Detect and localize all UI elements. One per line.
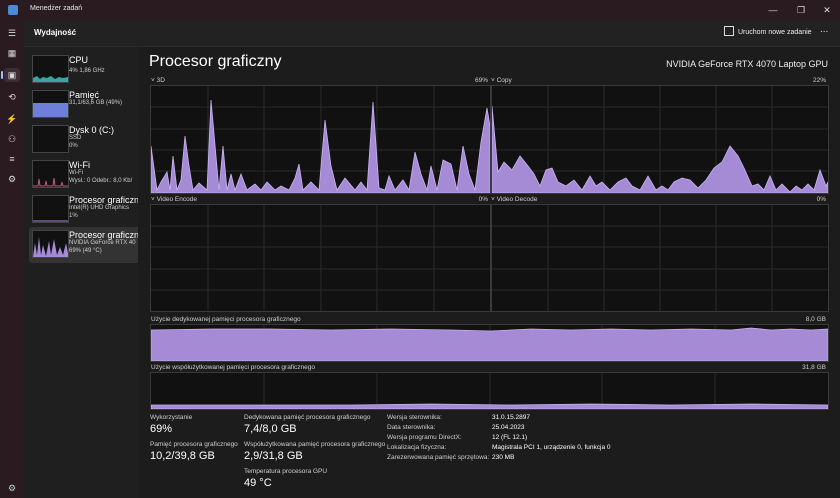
dedicated-memory-graph: [150, 324, 829, 362]
new-task-icon: [724, 26, 734, 36]
driver-version-value: 31.0.15.2897: [492, 414, 530, 421]
sidebar-item-detail: 1%: [69, 213, 78, 219]
gpu-memory-label: Pamięć procesora graficznego: [150, 441, 238, 448]
gpu-memory-value: 10,2/39,8 GB: [150, 450, 215, 462]
sidebar-item-disk[interactable]: Dysk 0 (C:) SSD 0%: [29, 122, 157, 158]
processes-icon[interactable]: ▦: [7, 48, 17, 58]
sidebar-item-label: Dysk 0 (C:): [69, 125, 114, 135]
driver-version-label: Wersja sterownika:: [387, 414, 442, 421]
sidebar-item-detail: NVIDIA GeForce RTX 40: [69, 240, 136, 246]
window-title: Menedżer zadań: [30, 5, 83, 12]
minimize-button[interactable]: —: [768, 5, 778, 15]
engine-label: Copy: [496, 77, 512, 84]
new-task-button[interactable]: Uruchom nowe zadanie: [724, 26, 812, 40]
graph-copy: [491, 85, 829, 194]
engine-value: 0%: [816, 196, 826, 203]
sidebar-item-label: Pamięć: [69, 90, 100, 100]
engine-selector-copy[interactable]: ˅ Copy: [491, 77, 512, 84]
performance-sidebar: CPU 4% 1,86 GHz Pamięć 31,1/63,6 GB (49%…: [24, 47, 157, 498]
dedicated-memory-label: Użycie dedykowanej pamięci procesora gra…: [151, 316, 301, 323]
toolbar: Wydajność Uruchom nowe zadanie ...: [24, 20, 840, 47]
utilization-label: Wykorzystanie: [150, 414, 193, 421]
details-icon[interactable]: ≡: [9, 154, 15, 164]
sidebar-item-label: Procesor graficzny: [69, 230, 144, 240]
sidebar-item-label: CPU: [69, 55, 89, 65]
engine-label: Video Encode: [156, 196, 197, 203]
section-title: Wydajność: [34, 28, 77, 37]
sidebar-item-label: Procesor graficzny: [69, 195, 144, 205]
engine-value: 69%: [474, 77, 488, 84]
sidebar-item-gpu0[interactable]: Procesor graficzny Intel(R) UHD Graphics…: [29, 192, 157, 228]
driver-date-value: 25.04.2023: [492, 424, 525, 431]
engine-selector-video-encode[interactable]: ˅ Video Encode: [151, 196, 197, 203]
engine-selector-video-decode[interactable]: ˅ Video Decode: [491, 196, 538, 203]
new-task-label: Uruchom nowe zadanie: [738, 29, 812, 36]
sidebar-item-detail: 4% 1,86 GHz: [69, 68, 105, 74]
directx-version-value: 12 (FL 12.1): [492, 434, 528, 441]
shared-memory-max: 31,8 GB: [802, 364, 826, 371]
engine-value: 0%: [478, 196, 488, 203]
page-title: Procesor graficzny: [149, 53, 282, 70]
physical-location-label: Lokalizacja fizyczna:: [387, 444, 447, 451]
maximize-button[interactable]: ❐: [796, 5, 806, 15]
physical-location-value: Magistrala PCI 1, urządzenie 0, funkcja …: [492, 444, 611, 451]
startup-icon[interactable]: ⚡: [6, 114, 18, 124]
dedicated-memory-stat-value: 7,4/8,0 GB: [244, 423, 297, 435]
hamburger-icon[interactable]: ☰: [7, 28, 17, 38]
performance-icon[interactable]: ▣: [1, 68, 20, 82]
shared-memory-stat-label: Współużytkowana pamięć procesora graficz…: [244, 441, 386, 448]
memory-thumbnail: [32, 90, 69, 118]
users-icon[interactable]: ⚇: [7, 134, 17, 144]
shared-memory-graph: [150, 372, 829, 410]
sidebar-item-gpu1[interactable]: Procesor graficzny NVIDIA GeForce RTX 40…: [29, 227, 157, 263]
disk-thumbnail: [32, 125, 69, 153]
engine-label: 3D: [156, 77, 165, 84]
gpu-temp-value: 49 °C: [244, 477, 272, 489]
driver-date-label: Data sterownika:: [387, 424, 436, 431]
sidebar-item-detail: Wi-Fi: [69, 170, 83, 176]
shared-memory-stat-value: 2,9/31,8 GB: [244, 450, 303, 462]
shared-memory-label: Użycie współużytkowanej pamięci procesor…: [151, 364, 316, 371]
gpu-model-name: NVIDIA GeForce RTX 4070 Laptop GPU: [666, 59, 828, 69]
cpu-thumbnail: [32, 55, 69, 83]
sidebar-item-detail: Intel(R) UHD Graphics: [69, 205, 130, 211]
engine-value: 22%: [812, 77, 826, 84]
sidebar-item-memory[interactable]: Pamięć 31,1/63,6 GB (49%): [29, 87, 157, 123]
sidebar-item-detail: 0%: [69, 143, 78, 149]
history-icon[interactable]: ⟲: [8, 92, 16, 102]
reserved-memory-label: Zarezerwowana pamięć sprzętowa:: [387, 454, 490, 461]
sidebar-item-detail: Wysł.: 0 Odebr.: 8,0 Kb/: [69, 178, 133, 184]
sidebar-item-label: Wi-Fi: [69, 160, 90, 170]
engine-selector-3d[interactable]: ˅ 3D: [151, 77, 165, 84]
close-button[interactable]: ✕: [823, 5, 831, 15]
dedicated-memory-max: 8,0 GB: [805, 316, 826, 323]
more-options-button[interactable]: ...: [820, 24, 829, 35]
settings-icon[interactable]: ⚙: [8, 483, 17, 493]
directx-version-label: Wersja programu DirectX:: [387, 434, 462, 441]
gpu-temp-label: Temperatura procesora GPU: [244, 468, 328, 475]
graph-video-decode: [491, 204, 829, 312]
sidebar-item-detail: 31,1/63,6 GB (49%): [69, 100, 123, 106]
title-bar: Menedżer zadań — ❐ ✕: [0, 0, 840, 20]
services-icon[interactable]: ⚙: [7, 174, 17, 184]
nav-rail: ☰ ▦ ▣ ⟲ ⚡ ⚇ ≡ ⚙: [0, 20, 24, 498]
wifi-thumbnail: [32, 160, 69, 188]
gpu0-thumbnail: [32, 195, 69, 223]
sidebar-item-cpu[interactable]: CPU 4% 1,86 GHz: [29, 52, 157, 88]
sidebar-item-wifi[interactable]: Wi-Fi Wi-Fi Wysł.: 0 Odebr.: 8,0 Kb/: [29, 157, 157, 193]
gpu1-thumbnail: [32, 230, 69, 258]
graph-video-encode: [150, 204, 491, 312]
engine-label: Video Decode: [496, 196, 538, 203]
reserved-memory-value: 230 MB: [492, 454, 515, 461]
sidebar-item-detail: SSD: [69, 135, 82, 141]
utilization-value: 69%: [150, 423, 173, 435]
sidebar-item-detail: 69% (49 °C): [69, 248, 102, 254]
gpu-panel: Procesor graficzny NVIDIA GeForce RTX 40…: [138, 47, 840, 498]
graph-3d: [150, 85, 491, 194]
dedicated-memory-stat-label: Dedykowana pamięć procesora graficznego: [244, 414, 371, 421]
task-manager-icon: [8, 5, 18, 15]
